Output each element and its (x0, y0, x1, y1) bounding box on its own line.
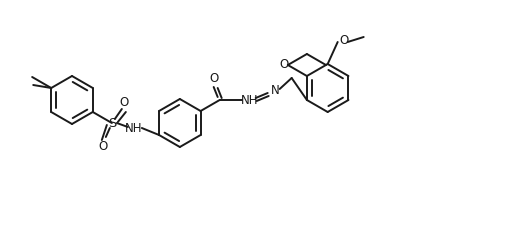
Text: S: S (108, 116, 116, 129)
Text: O: O (339, 34, 348, 47)
Text: O: O (279, 57, 288, 71)
Text: NH: NH (241, 94, 258, 106)
Text: O: O (98, 140, 108, 153)
Text: O: O (119, 96, 129, 109)
Text: O: O (209, 72, 218, 86)
Text: NH: NH (125, 121, 143, 135)
Text: N: N (271, 84, 280, 96)
